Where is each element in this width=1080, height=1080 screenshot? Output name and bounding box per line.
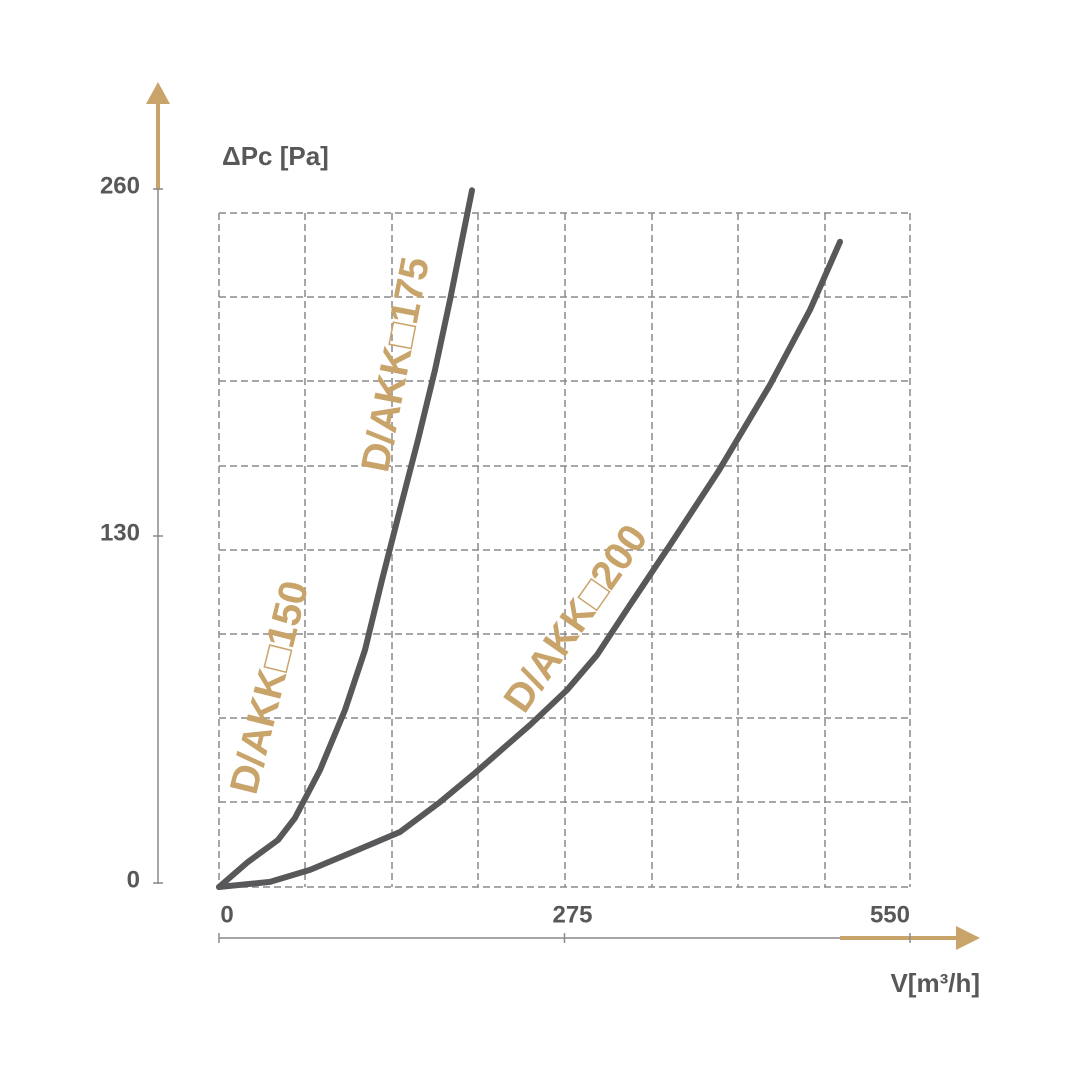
y-axis-title: ΔPc [Pa]: [222, 141, 329, 171]
x-axis-title: V[m³/h]: [890, 968, 980, 998]
y-arrow-head: [146, 82, 170, 104]
curve-label: D/AKK□200: [496, 517, 657, 720]
curve-label: D/AKK□175: [353, 254, 438, 476]
curve: [216, 187, 475, 890]
y-tick-label: 260: [100, 172, 140, 199]
curve-label: D/AKK□150: [222, 577, 317, 799]
x-arrow-head: [956, 926, 980, 950]
curve: [216, 238, 843, 890]
x-tick-label: 0: [220, 901, 233, 928]
y-tick-label: 0: [127, 866, 140, 893]
x-tick-label: 550: [870, 901, 910, 928]
x-tick-label: 275: [552, 901, 592, 928]
y-tick-label: 130: [100, 519, 140, 546]
grid: [218, 212, 911, 888]
